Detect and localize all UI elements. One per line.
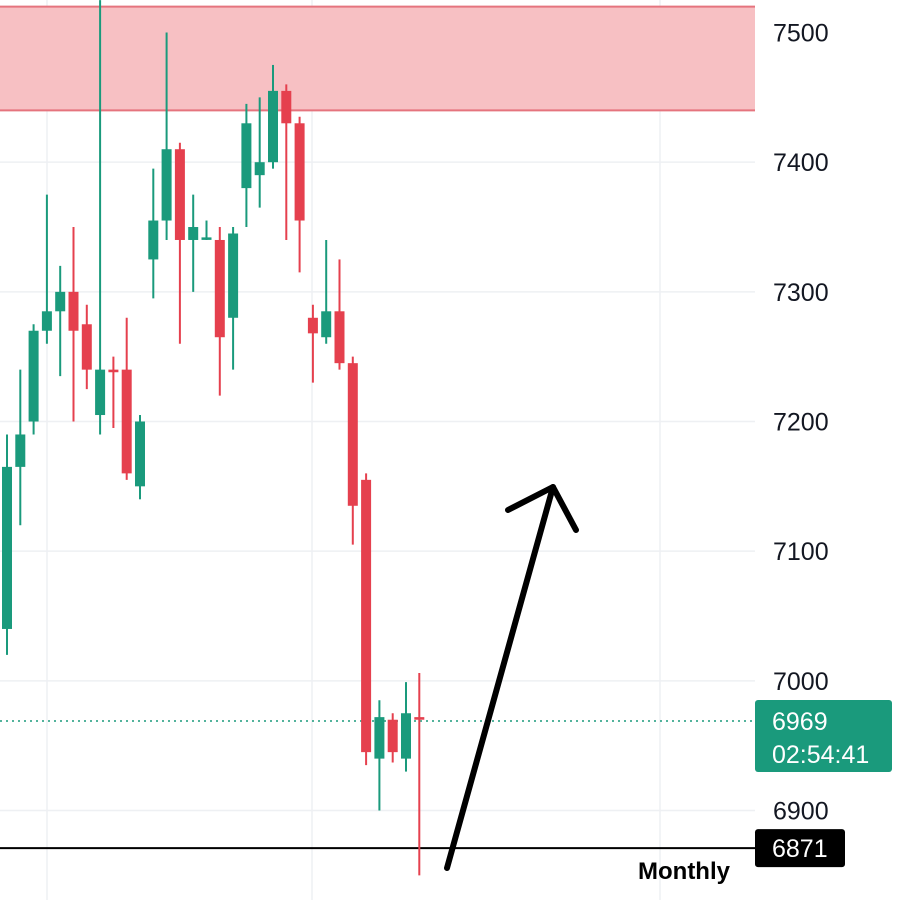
candle-body <box>68 291 79 331</box>
candle <box>41 194 52 344</box>
candle <box>81 304 92 390</box>
candle-body <box>121 369 132 474</box>
candles <box>2 0 425 876</box>
candle-body <box>214 239 225 338</box>
candle <box>95 0 106 435</box>
candle-body <box>228 233 239 318</box>
last-price-value: 6969 <box>772 708 828 736</box>
candle <box>214 227 225 396</box>
candle <box>334 259 345 370</box>
candle-body <box>135 421 145 487</box>
candle <box>148 168 159 299</box>
axis-tick-label: 7500 <box>773 20 829 48</box>
candle <box>174 142 185 344</box>
candle <box>15 369 26 526</box>
price-axis[interactable]: 7500 7400 7300 7200 7100 7000 6900 <box>773 20 829 826</box>
candle-body <box>148 220 159 260</box>
candle-body <box>307 317 318 334</box>
candle <box>347 356 358 545</box>
candle <box>55 265 66 377</box>
axis-tick-label: 6900 <box>773 797 829 825</box>
candle-body <box>2 466 12 629</box>
candle-body <box>55 291 66 312</box>
candle-body <box>281 90 292 124</box>
candle <box>321 239 332 344</box>
candle <box>401 682 411 772</box>
arrow-shaft <box>444 484 556 871</box>
candle <box>254 97 265 208</box>
grid <box>0 0 755 900</box>
candle <box>387 713 398 763</box>
candle <box>135 415 145 500</box>
candle-body <box>188 227 199 240</box>
candle-body <box>174 149 185 240</box>
candle-body <box>414 717 425 720</box>
level-price-value: 6871 <box>772 835 828 863</box>
candle <box>268 64 278 169</box>
candle-body <box>95 369 106 416</box>
candle <box>188 194 199 292</box>
candle-body <box>254 162 265 176</box>
candle-body <box>41 311 52 331</box>
candle-body <box>294 123 305 221</box>
candle-body <box>347 363 358 506</box>
candle-body <box>161 149 172 221</box>
candle <box>361 473 372 766</box>
candle-body <box>15 434 26 467</box>
candle-body <box>387 719 398 753</box>
arrow-head <box>505 484 579 533</box>
level-price-badge <box>755 829 845 868</box>
candle <box>201 220 212 240</box>
up-arrow-annotation <box>444 484 579 871</box>
candle-body <box>268 90 278 163</box>
candle-body <box>361 479 372 753</box>
candle <box>241 103 252 228</box>
candle-body <box>374 717 385 759</box>
candle <box>374 700 385 811</box>
axis-tick-label: 7100 <box>773 538 829 566</box>
candle-body <box>108 369 119 373</box>
candle <box>294 116 305 273</box>
candle-body <box>81 324 92 370</box>
candle-body <box>241 123 252 189</box>
candle <box>108 356 119 428</box>
candle-body <box>28 330 39 422</box>
candle <box>28 324 39 435</box>
level-tag-label: Monthly <box>638 858 731 885</box>
resistance-zone <box>0 6 755 111</box>
candle <box>68 227 79 422</box>
candle-body <box>401 713 411 759</box>
candle <box>414 673 425 876</box>
candle-countdown-timer: 02:54:41 <box>772 741 869 769</box>
candle-body <box>201 237 212 240</box>
candle <box>281 84 292 240</box>
candle <box>228 227 239 370</box>
axis-tick-label: 7300 <box>773 279 829 307</box>
candle <box>121 317 132 480</box>
candle <box>161 32 172 240</box>
axis-tick-label: 7400 <box>773 149 829 177</box>
candle <box>2 434 12 655</box>
last-price-badge <box>755 700 892 773</box>
candle-body <box>334 311 345 364</box>
candle-body <box>321 311 332 338</box>
axis-tick-label: 7200 <box>773 409 829 437</box>
axis-tick-label: 7000 <box>773 668 829 696</box>
candle <box>307 304 318 383</box>
